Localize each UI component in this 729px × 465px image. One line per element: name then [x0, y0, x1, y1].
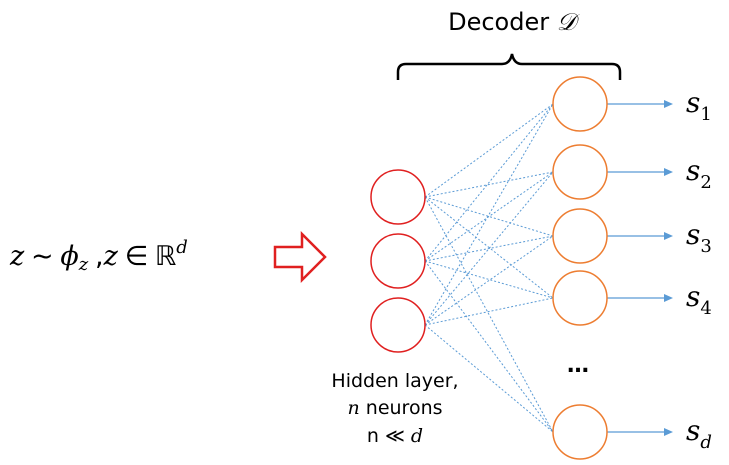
- hidden-label-line1: Hidden layer,: [331, 370, 458, 392]
- output-label-sub: 4: [700, 298, 711, 319]
- output-label-base: s: [686, 154, 700, 187]
- output-label-2: s2: [686, 154, 712, 193]
- output-label-base: s: [686, 414, 700, 447]
- edge: [424, 196, 554, 433]
- edge: [424, 235, 554, 262]
- edge: [424, 103, 554, 262]
- formula-power: d: [176, 237, 188, 258]
- output-label-sub: 3: [700, 236, 711, 257]
- input-formula: z ∼ ϕz ,z ∈ ℝd: [9, 237, 188, 276]
- output-neuron-2: [552, 144, 608, 200]
- hidden-label-d: d: [411, 425, 423, 447]
- output-label-3: s3: [686, 218, 712, 257]
- output-label-sub: 1: [700, 104, 711, 125]
- output-label-base: s: [686, 86, 700, 119]
- edge: [424, 297, 554, 326]
- output-neuron-3: [552, 208, 608, 264]
- hidden-label-op: ≪: [379, 425, 411, 447]
- formula-z2: z: [103, 241, 119, 272]
- output-layer: [552, 76, 608, 460]
- output-arrows: [607, 100, 673, 436]
- hidden-label-line3: n ≪ d: [367, 425, 423, 447]
- formula-phi-sub: z: [78, 254, 89, 275]
- formula-z: z: [9, 241, 25, 272]
- hidden-label-n: n: [347, 397, 359, 419]
- output-neuron-5: [552, 404, 608, 460]
- output-label-5: sd: [686, 414, 712, 453]
- hidden-label-neurons: neurons: [360, 397, 443, 419]
- output-neuron-1: [552, 76, 608, 132]
- edge: [424, 171, 554, 262]
- output-label-4: s4: [686, 280, 712, 319]
- edge: [424, 260, 554, 433]
- edge: [424, 235, 554, 326]
- hidden-neuron-1: [370, 169, 426, 225]
- edge: [424, 196, 554, 299]
- input-arrow: [273, 230, 327, 284]
- hidden-layer: [370, 169, 426, 353]
- formula-comma: ,: [95, 241, 104, 272]
- output-arrow-head: [664, 168, 673, 176]
- formula-reals: ℝ: [155, 241, 176, 272]
- decoder-title: Decoder 𝒟: [448, 8, 581, 36]
- formula-phi: ϕ: [60, 241, 78, 272]
- decoder-title-symbol: 𝒟: [557, 8, 581, 36]
- output-arrow-head: [664, 294, 673, 302]
- connection-edges: [424, 103, 554, 433]
- formula-tilde: ∼: [31, 241, 54, 272]
- output-label-1: s1: [686, 86, 712, 125]
- output-label-sub: 2: [700, 172, 711, 193]
- edge: [424, 171, 554, 326]
- formula-in: ∈: [125, 241, 149, 272]
- output-arrow-head: [664, 232, 673, 240]
- edge: [424, 171, 554, 198]
- hidden-label-line2: n neurons: [347, 397, 442, 419]
- output-label-base: s: [686, 280, 700, 313]
- output-arrow-head: [664, 100, 673, 108]
- hidden-neuron-3: [370, 297, 426, 353]
- output-label-sub: d: [700, 432, 712, 453]
- hidden-label-n-plain: n: [367, 425, 379, 447]
- ellipsis: …: [567, 353, 589, 378]
- decoder-title-text: Decoder: [448, 8, 557, 36]
- output-arrow-head: [664, 428, 673, 436]
- output-neuron-4: [552, 270, 608, 326]
- output-label-base: s: [686, 218, 700, 251]
- hidden-neuron-2: [370, 233, 426, 289]
- edge: [424, 103, 554, 326]
- decoder-brace: [396, 53, 622, 80]
